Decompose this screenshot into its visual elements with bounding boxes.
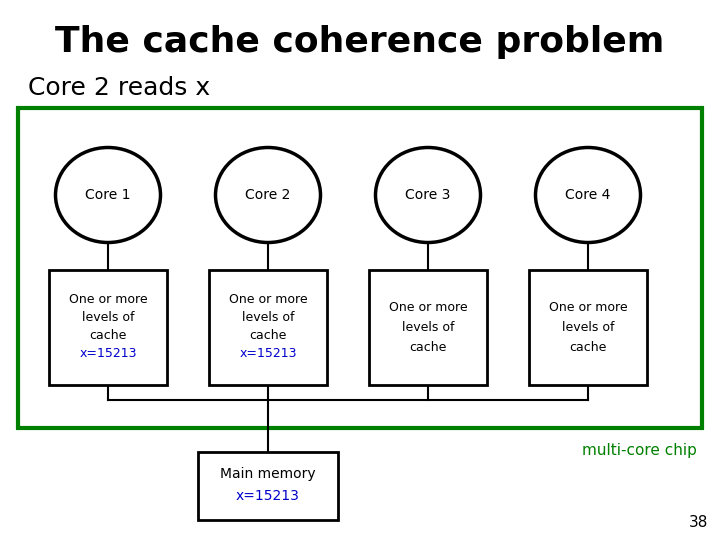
- Text: 38: 38: [688, 515, 708, 530]
- Bar: [529, 270, 647, 385]
- Text: One or more: One or more: [229, 293, 307, 306]
- Text: x=15213: x=15213: [239, 347, 297, 360]
- Ellipse shape: [215, 147, 320, 242]
- Text: cache: cache: [570, 341, 607, 354]
- Text: The cache coherence problem: The cache coherence problem: [55, 25, 665, 59]
- Text: x=15213: x=15213: [79, 347, 137, 360]
- Text: levels of: levels of: [82, 311, 134, 324]
- Text: cache: cache: [409, 341, 446, 354]
- Ellipse shape: [55, 147, 161, 242]
- Ellipse shape: [536, 147, 641, 242]
- Text: levels of: levels of: [242, 311, 294, 324]
- Text: levels of: levels of: [402, 321, 454, 334]
- Bar: [49, 270, 167, 385]
- Text: Core 2: Core 2: [246, 188, 291, 202]
- Text: levels of: levels of: [562, 321, 614, 334]
- Bar: [18, 108, 702, 428]
- Text: Core 4: Core 4: [565, 188, 611, 202]
- Text: One or more: One or more: [389, 301, 467, 314]
- Bar: [369, 270, 487, 385]
- Text: Core 2 reads x: Core 2 reads x: [28, 76, 210, 100]
- Text: One or more: One or more: [68, 293, 148, 306]
- Bar: [209, 270, 327, 385]
- Text: Core 1: Core 1: [85, 188, 131, 202]
- Text: cache: cache: [89, 329, 127, 342]
- Text: Main memory: Main memory: [220, 467, 316, 481]
- Text: One or more: One or more: [549, 301, 627, 314]
- Text: x=15213: x=15213: [236, 489, 300, 503]
- Ellipse shape: [376, 147, 480, 242]
- Bar: [198, 452, 338, 520]
- Text: multi-core chip: multi-core chip: [582, 442, 697, 457]
- Text: Core 3: Core 3: [405, 188, 451, 202]
- Text: cache: cache: [249, 329, 287, 342]
